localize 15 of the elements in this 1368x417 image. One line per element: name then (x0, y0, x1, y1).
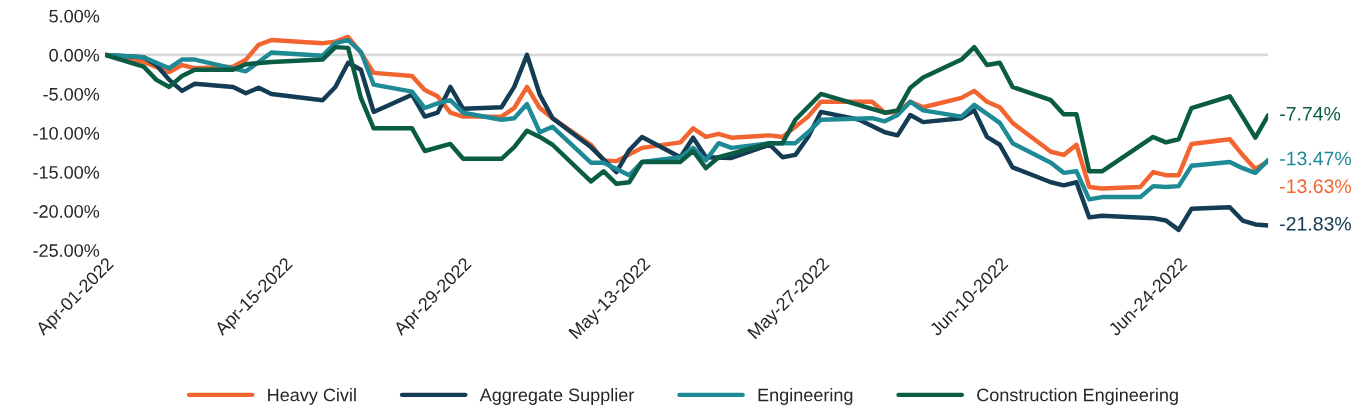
data-label: -13.63% (1280, 179, 1351, 194)
y-tick-label: -20.00% (33, 205, 100, 218)
y-tick-label: -10.00% (33, 126, 100, 140)
legend-label: Heavy Civil (268, 388, 356, 405)
y-tick-label: -5.00% (43, 87, 100, 101)
data-label: -21.83% (1280, 216, 1351, 231)
legend-label: Engineering (758, 388, 853, 405)
y-tick-label: 5.00% (49, 9, 100, 23)
y-tick-label: -15.00% (33, 166, 100, 179)
data-label: -7.74% (1280, 106, 1341, 121)
legend-label: Construction Engineering (977, 388, 1178, 405)
y-tick-label: 0.00% (49, 48, 100, 62)
data-label: -13.47% (1280, 151, 1351, 166)
legend-label: Aggregate Supplier (479, 388, 635, 405)
y-tick-label: -25.00% (33, 244, 100, 257)
